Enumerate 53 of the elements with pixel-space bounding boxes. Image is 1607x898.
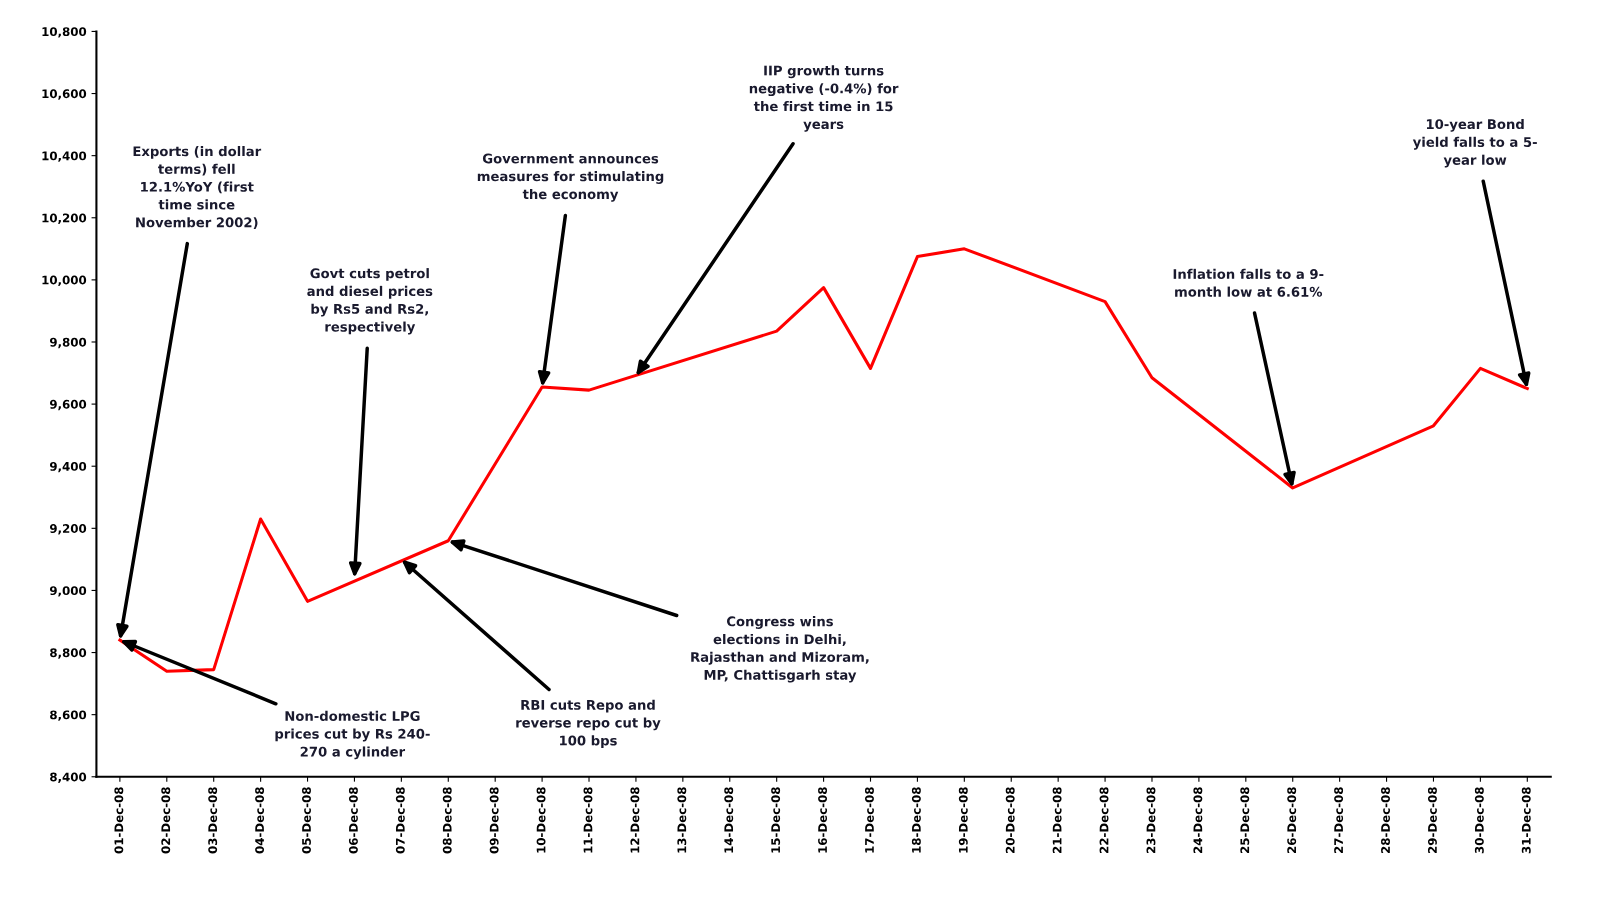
annotation: Congress wins elections in Delhi, Rajasthan and Mizoram, MP, Chattisgarh stay: [691, 616, 869, 683]
x-tick-label: 17-Dec-08: [865, 787, 874, 853]
y-tick-label: 9,000: [49, 586, 87, 597]
y-tick-label: 10,800: [42, 27, 87, 38]
y-tick-label: 9,400: [49, 461, 87, 473]
annotation: Govt cuts petrol and diesel prices by Rs5 and Rs2, respectively: [307, 268, 433, 335]
x-tick-label: 14-Dec-08: [724, 787, 734, 853]
annotation: Non-domestic LPG prices cut by Rs 240- 270 a cylinder: [275, 710, 430, 760]
y-tick-label: 8,600: [50, 710, 87, 721]
y-tick-label: 9,600: [49, 399, 87, 411]
annotation: Government announces measures for stimulating the economy: [477, 153, 664, 202]
y-tick-label: 10,400: [42, 151, 87, 162]
x-tick-label: 23-Dec-08: [1146, 787, 1156, 854]
x-tick-label: 13-Dec-08: [677, 787, 687, 853]
y-tick-label: 10,000: [42, 275, 87, 287]
y-tick-label: 8,400: [50, 772, 87, 783]
x-tick-label: 19-Dec-08: [958, 787, 968, 853]
annotation: RBI cuts Repo and reverse repo cut by 100 bps: [516, 699, 661, 749]
x-tick-label: 01-Dec-08: [114, 787, 124, 854]
x-tick-label: 25-Dec-08: [1240, 787, 1250, 854]
x-tick-label: 22-Dec-08: [1099, 787, 1109, 854]
x-tick-label: 12-Dec-08: [630, 787, 640, 853]
x-tick-label: 31-Dec-08: [1521, 787, 1531, 854]
y-tick-label: 8,800: [50, 648, 87, 659]
annotation: Exports (in dollar terms) fell 12.1%YoY (first time since November 2002): [133, 146, 262, 229]
x-tick-label: 20-Dec-08: [1005, 787, 1015, 854]
y-tick-label: 9,800: [49, 337, 87, 349]
x-tick-label: 26-Dec-08: [1287, 787, 1297, 854]
x-tick-label: 09-Dec-08: [489, 787, 499, 854]
x-tick-label: 07-Dec-08: [395, 787, 405, 854]
x-tick-label: 10-Dec-08: [536, 787, 546, 853]
x-tick-label: 24-Dec-08: [1193, 787, 1203, 854]
x-tick-label: 11-Dec-08: [583, 787, 593, 853]
annotation: Inflation falls to a 9- month low at 6.61%: [1173, 268, 1324, 297]
x-tick-label: 05-Dec-08: [302, 787, 311, 854]
y-tick-label: 10,200: [42, 213, 87, 224]
annotation: IIP growth turns negative (-0.4%) for the first time in 15 years: [749, 65, 899, 132]
x-tick-label: 21-Dec-08: [1052, 787, 1062, 854]
x-tick-label: 30-Dec-08: [1474, 787, 1484, 854]
y-tick-label: 9,200: [49, 524, 87, 535]
y-tick-label: 10,600: [42, 89, 87, 100]
x-tick-label: 27-Dec-08: [1334, 787, 1344, 854]
x-tick-label: 18-Dec-08: [911, 787, 921, 853]
x-tick-label: 08-Dec-08: [442, 787, 452, 854]
x-tick-label: 15-Dec-08: [771, 787, 781, 853]
x-tick-label: 16-Dec-08: [818, 787, 828, 853]
x-tick-label: 06-Dec-08: [348, 787, 358, 854]
x-tick-label: 28-Dec-08: [1381, 787, 1390, 854]
x-tick-label: 02-Dec-08: [161, 787, 171, 854]
x-tick-label: 03-Dec-08: [208, 787, 218, 854]
annotation: 10-year Bond yield falls to a 5- year low: [1412, 118, 1537, 168]
x-tick-label: 04-Dec-08: [255, 787, 265, 854]
x-tick-label: 29-Dec-08: [1427, 787, 1437, 854]
